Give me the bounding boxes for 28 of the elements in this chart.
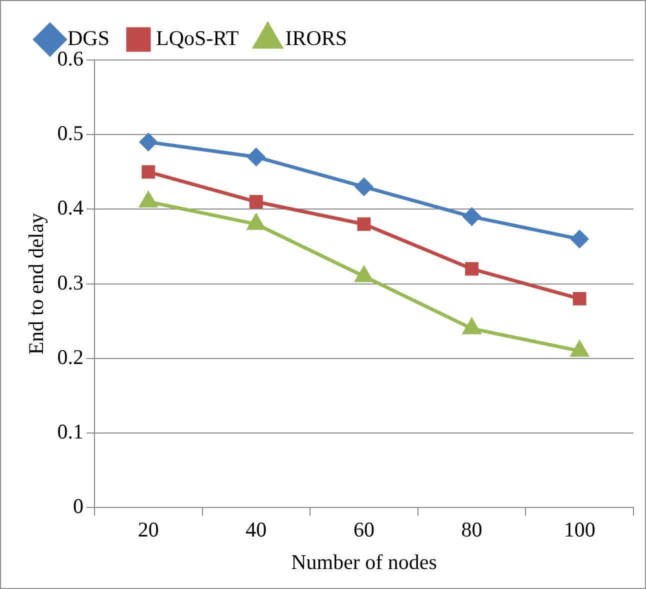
x-axis-title: Number of nodes <box>291 550 437 574</box>
y-tick-label: 0 <box>72 494 84 518</box>
y-tick-label: 0.5 <box>57 121 84 146</box>
point <box>357 217 371 231</box>
point <box>465 262 478 276</box>
point <box>355 266 373 282</box>
point <box>463 318 480 334</box>
legend-label: LQoS-RT <box>156 26 239 50</box>
x-tick-label: 60 <box>353 518 374 542</box>
x-tick-label: 80 <box>461 518 482 542</box>
x-tick-label: 20 <box>138 518 159 542</box>
x-tick-label: 40 <box>246 518 267 542</box>
point <box>570 341 588 357</box>
point <box>355 178 373 196</box>
legend-label: IRORS <box>285 26 348 50</box>
x-tick-label: 100 <box>564 518 596 542</box>
y-tick-label: 0.4 <box>57 196 84 220</box>
point <box>463 208 481 226</box>
y-tick-label: 0.2 <box>57 344 84 369</box>
point <box>247 148 265 166</box>
y-tick-label: 0.3 <box>57 270 84 294</box>
point <box>572 292 586 306</box>
point <box>249 195 263 208</box>
point <box>140 133 158 151</box>
point <box>142 165 156 179</box>
y-axis-title: End to end delay <box>24 212 48 355</box>
y-tick-label: 0.1 <box>57 420 84 444</box>
point <box>570 230 588 248</box>
